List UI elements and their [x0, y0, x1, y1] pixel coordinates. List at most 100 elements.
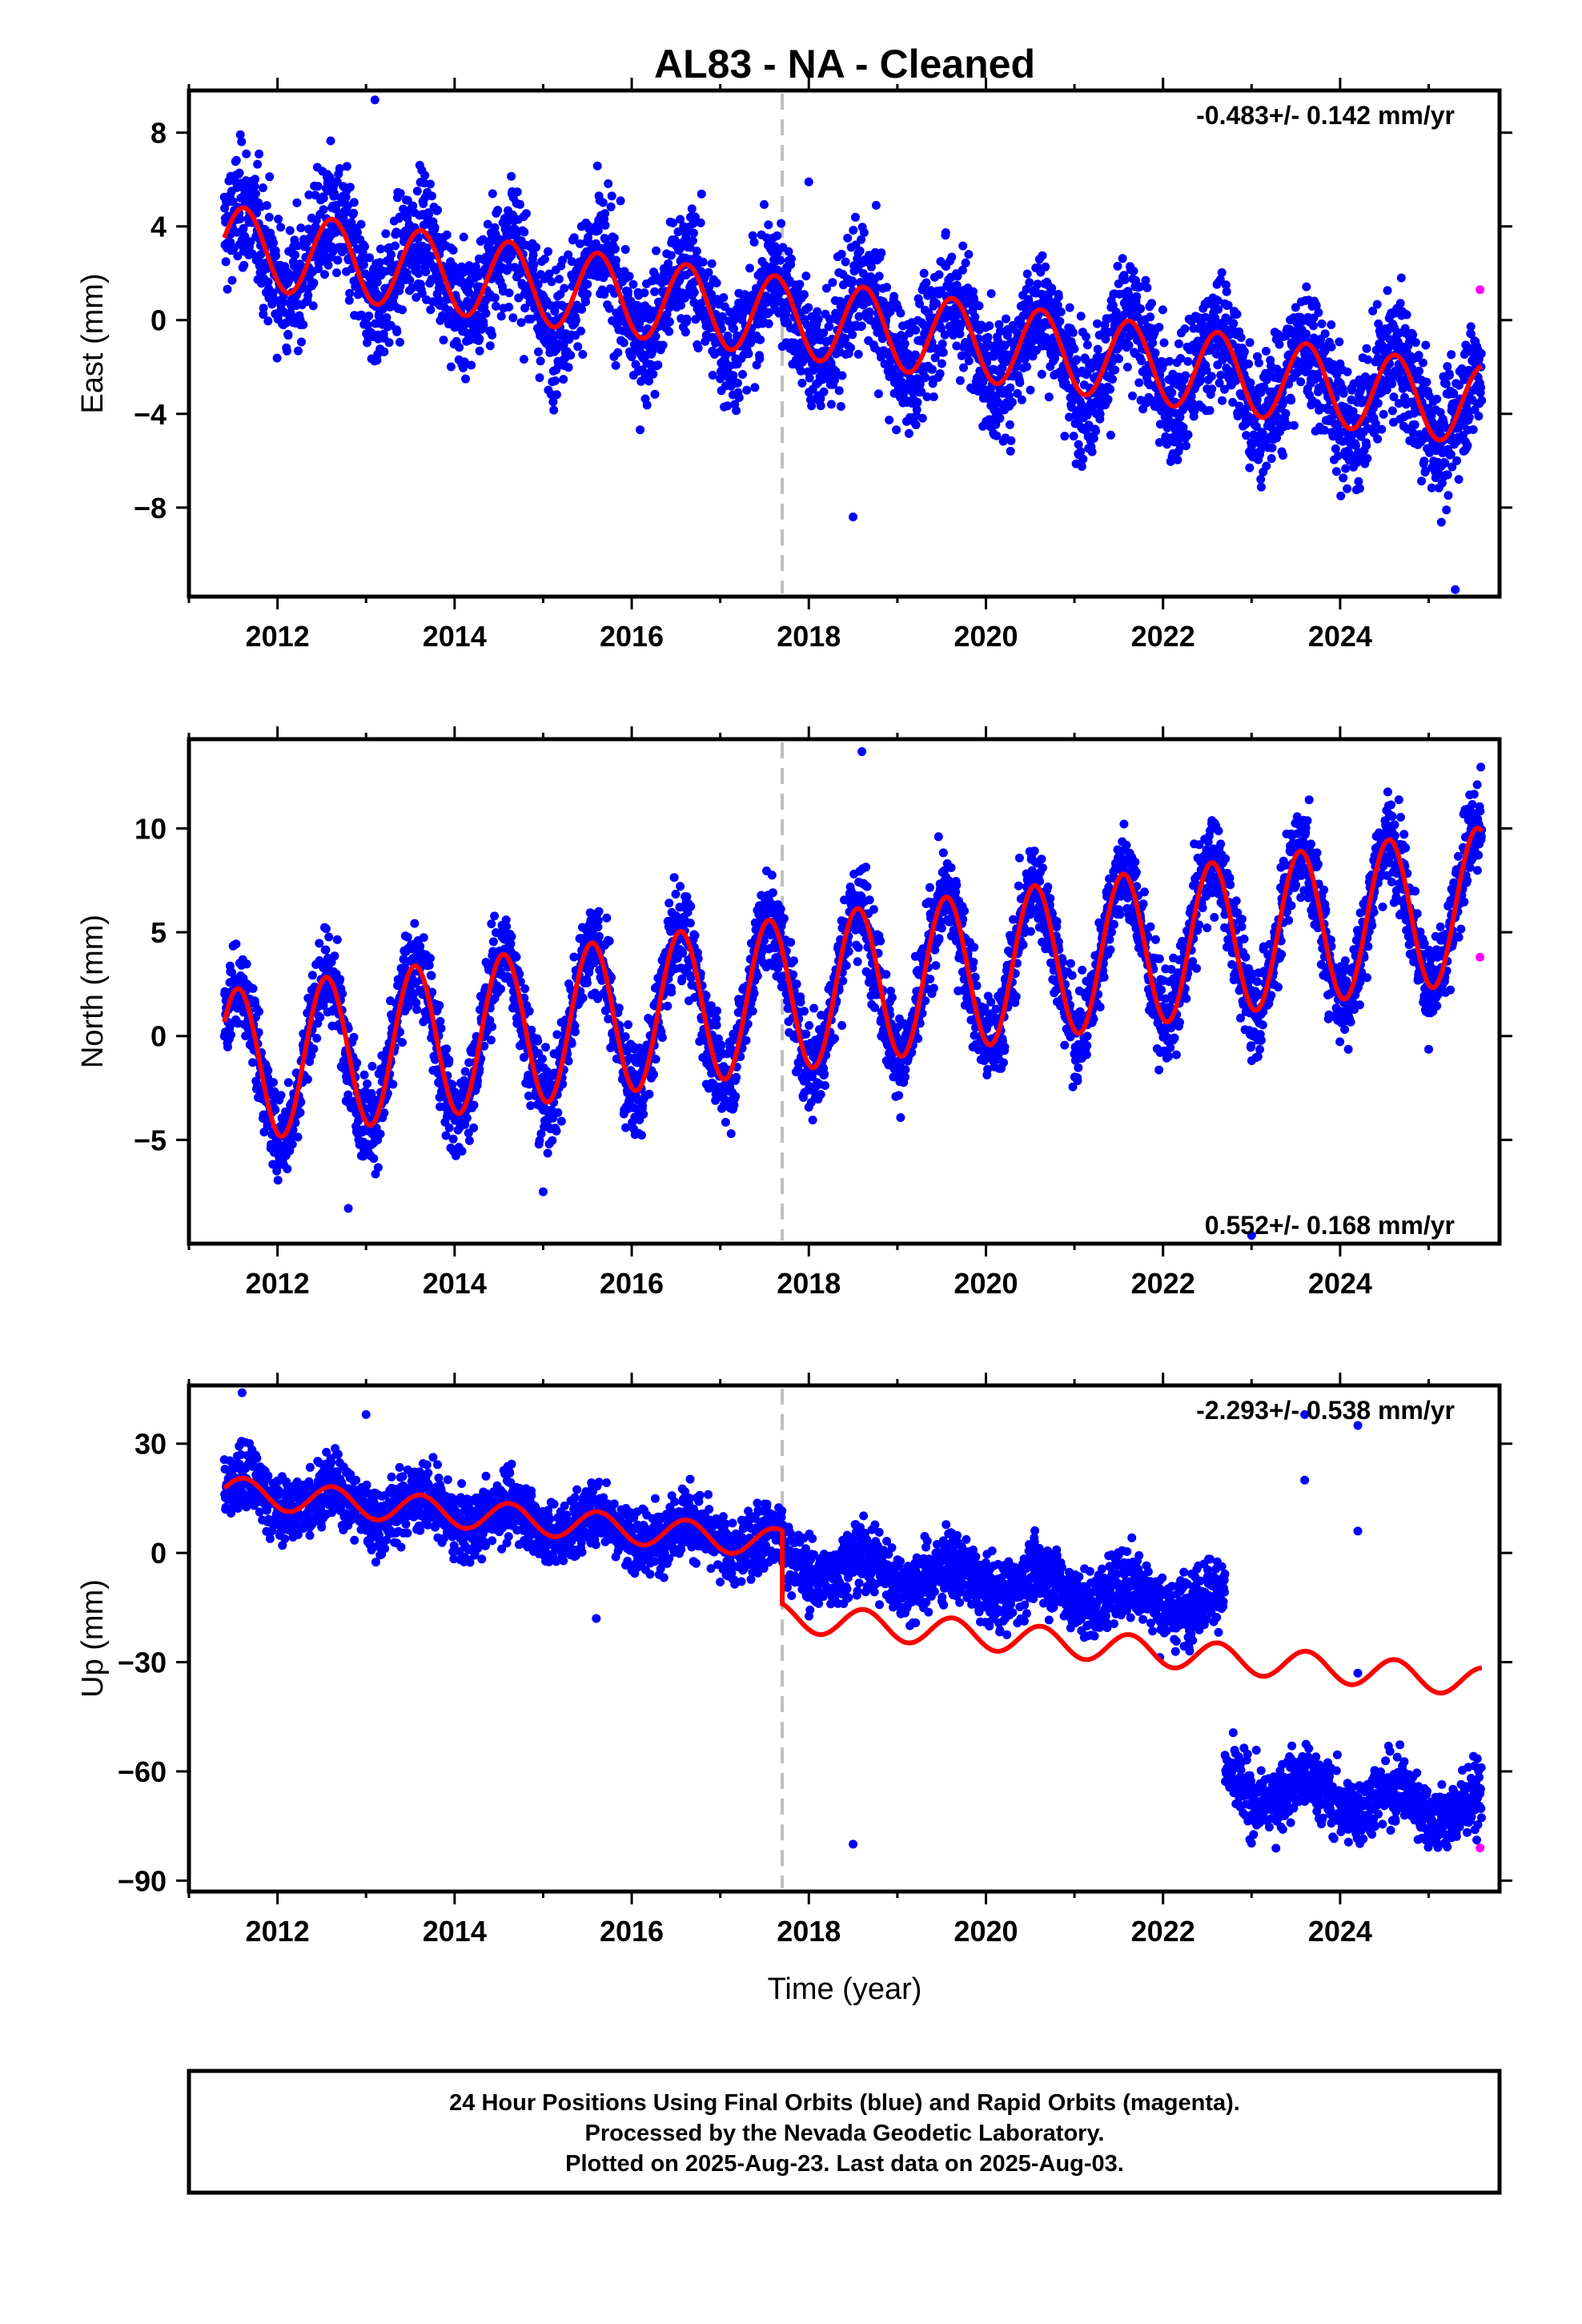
data-point [600, 209, 610, 219]
data-point [651, 332, 661, 341]
data-point [1007, 397, 1017, 407]
data-point [424, 210, 434, 219]
data-point [1173, 455, 1182, 464]
data-point [816, 394, 825, 404]
data-point [247, 249, 257, 259]
data-point [335, 163, 344, 173]
data-point [575, 239, 584, 248]
data-point [1447, 350, 1456, 360]
outlier-point [804, 177, 813, 187]
data-point [1309, 321, 1318, 331]
data-point [1414, 351, 1423, 360]
data-point [1373, 434, 1383, 444]
data-point [849, 226, 858, 235]
data-point [1132, 292, 1142, 301]
data-point [1076, 312, 1086, 321]
data-point [681, 328, 690, 337]
data-point [723, 401, 733, 411]
data-point [1215, 275, 1225, 284]
data-point [1418, 358, 1427, 368]
data-point [912, 405, 921, 415]
data-point [572, 316, 580, 325]
data-point [738, 370, 747, 379]
data-point [922, 392, 932, 401]
data-point [439, 336, 448, 345]
data-point [1417, 476, 1426, 486]
data-point [1047, 283, 1057, 293]
data-point [379, 347, 389, 356]
data-point [637, 365, 647, 375]
data-point [396, 281, 405, 291]
data-point [549, 405, 559, 415]
data-point [373, 1163, 383, 1172]
data-point [697, 299, 706, 308]
data-point [442, 230, 452, 239]
data-point [1162, 440, 1172, 449]
data-point [1379, 409, 1388, 419]
data-point [493, 206, 503, 215]
data-point [644, 376, 653, 386]
data-point [233, 251, 243, 261]
data-point [293, 241, 303, 251]
data-point [953, 271, 962, 281]
data-point [834, 386, 844, 396]
data-point [606, 202, 616, 211]
data-point [320, 270, 329, 279]
data-point [836, 402, 845, 411]
data-point [746, 338, 756, 348]
data-point [259, 310, 268, 320]
x-tick-label: 2016 [600, 620, 664, 653]
data-point [297, 337, 306, 347]
data-point [910, 350, 920, 360]
data-point [1229, 319, 1239, 328]
data-point [263, 1066, 273, 1076]
data-point [342, 162, 351, 171]
y-tick-label: −8 [134, 492, 167, 525]
data-point [1421, 340, 1431, 350]
data-point [764, 220, 773, 230]
data-point [983, 332, 993, 342]
data-point [857, 321, 866, 331]
data-point [1464, 412, 1474, 422]
data-point [276, 1091, 286, 1100]
data-point [504, 288, 514, 298]
data-point [292, 198, 302, 207]
data-point [548, 397, 558, 407]
data-point [819, 387, 829, 396]
data-point [645, 315, 655, 324]
data-point [733, 378, 742, 388]
data-point [1220, 384, 1229, 394]
data-point [321, 945, 331, 955]
data-point [986, 289, 996, 299]
data-point [554, 275, 564, 283]
data-point [1262, 461, 1271, 471]
data-point [1013, 388, 1022, 398]
data-point [259, 304, 268, 313]
data-point [892, 425, 901, 435]
data-point [1103, 395, 1113, 404]
data-point [419, 933, 428, 943]
data-point [319, 205, 328, 215]
data-point [676, 300, 685, 310]
data-point [1082, 332, 1090, 341]
data-point [283, 331, 293, 340]
data-point [1320, 329, 1330, 339]
data-point [1159, 338, 1169, 348]
data-point [258, 183, 267, 192]
data-point [421, 267, 431, 276]
data-point [937, 324, 946, 333]
data-point [265, 172, 275, 182]
data-point [403, 932, 412, 942]
data-point [742, 385, 752, 395]
outlier-point [849, 513, 858, 522]
plot-area [219, 94, 1487, 594]
data-point [1362, 441, 1371, 450]
data-point [516, 318, 526, 328]
data-point [666, 251, 676, 260]
data-point [1158, 305, 1167, 315]
data-point [816, 401, 825, 411]
data-point [455, 343, 464, 352]
data-point [263, 316, 273, 326]
data-point [1005, 420, 1014, 429]
data-point [1402, 310, 1411, 320]
